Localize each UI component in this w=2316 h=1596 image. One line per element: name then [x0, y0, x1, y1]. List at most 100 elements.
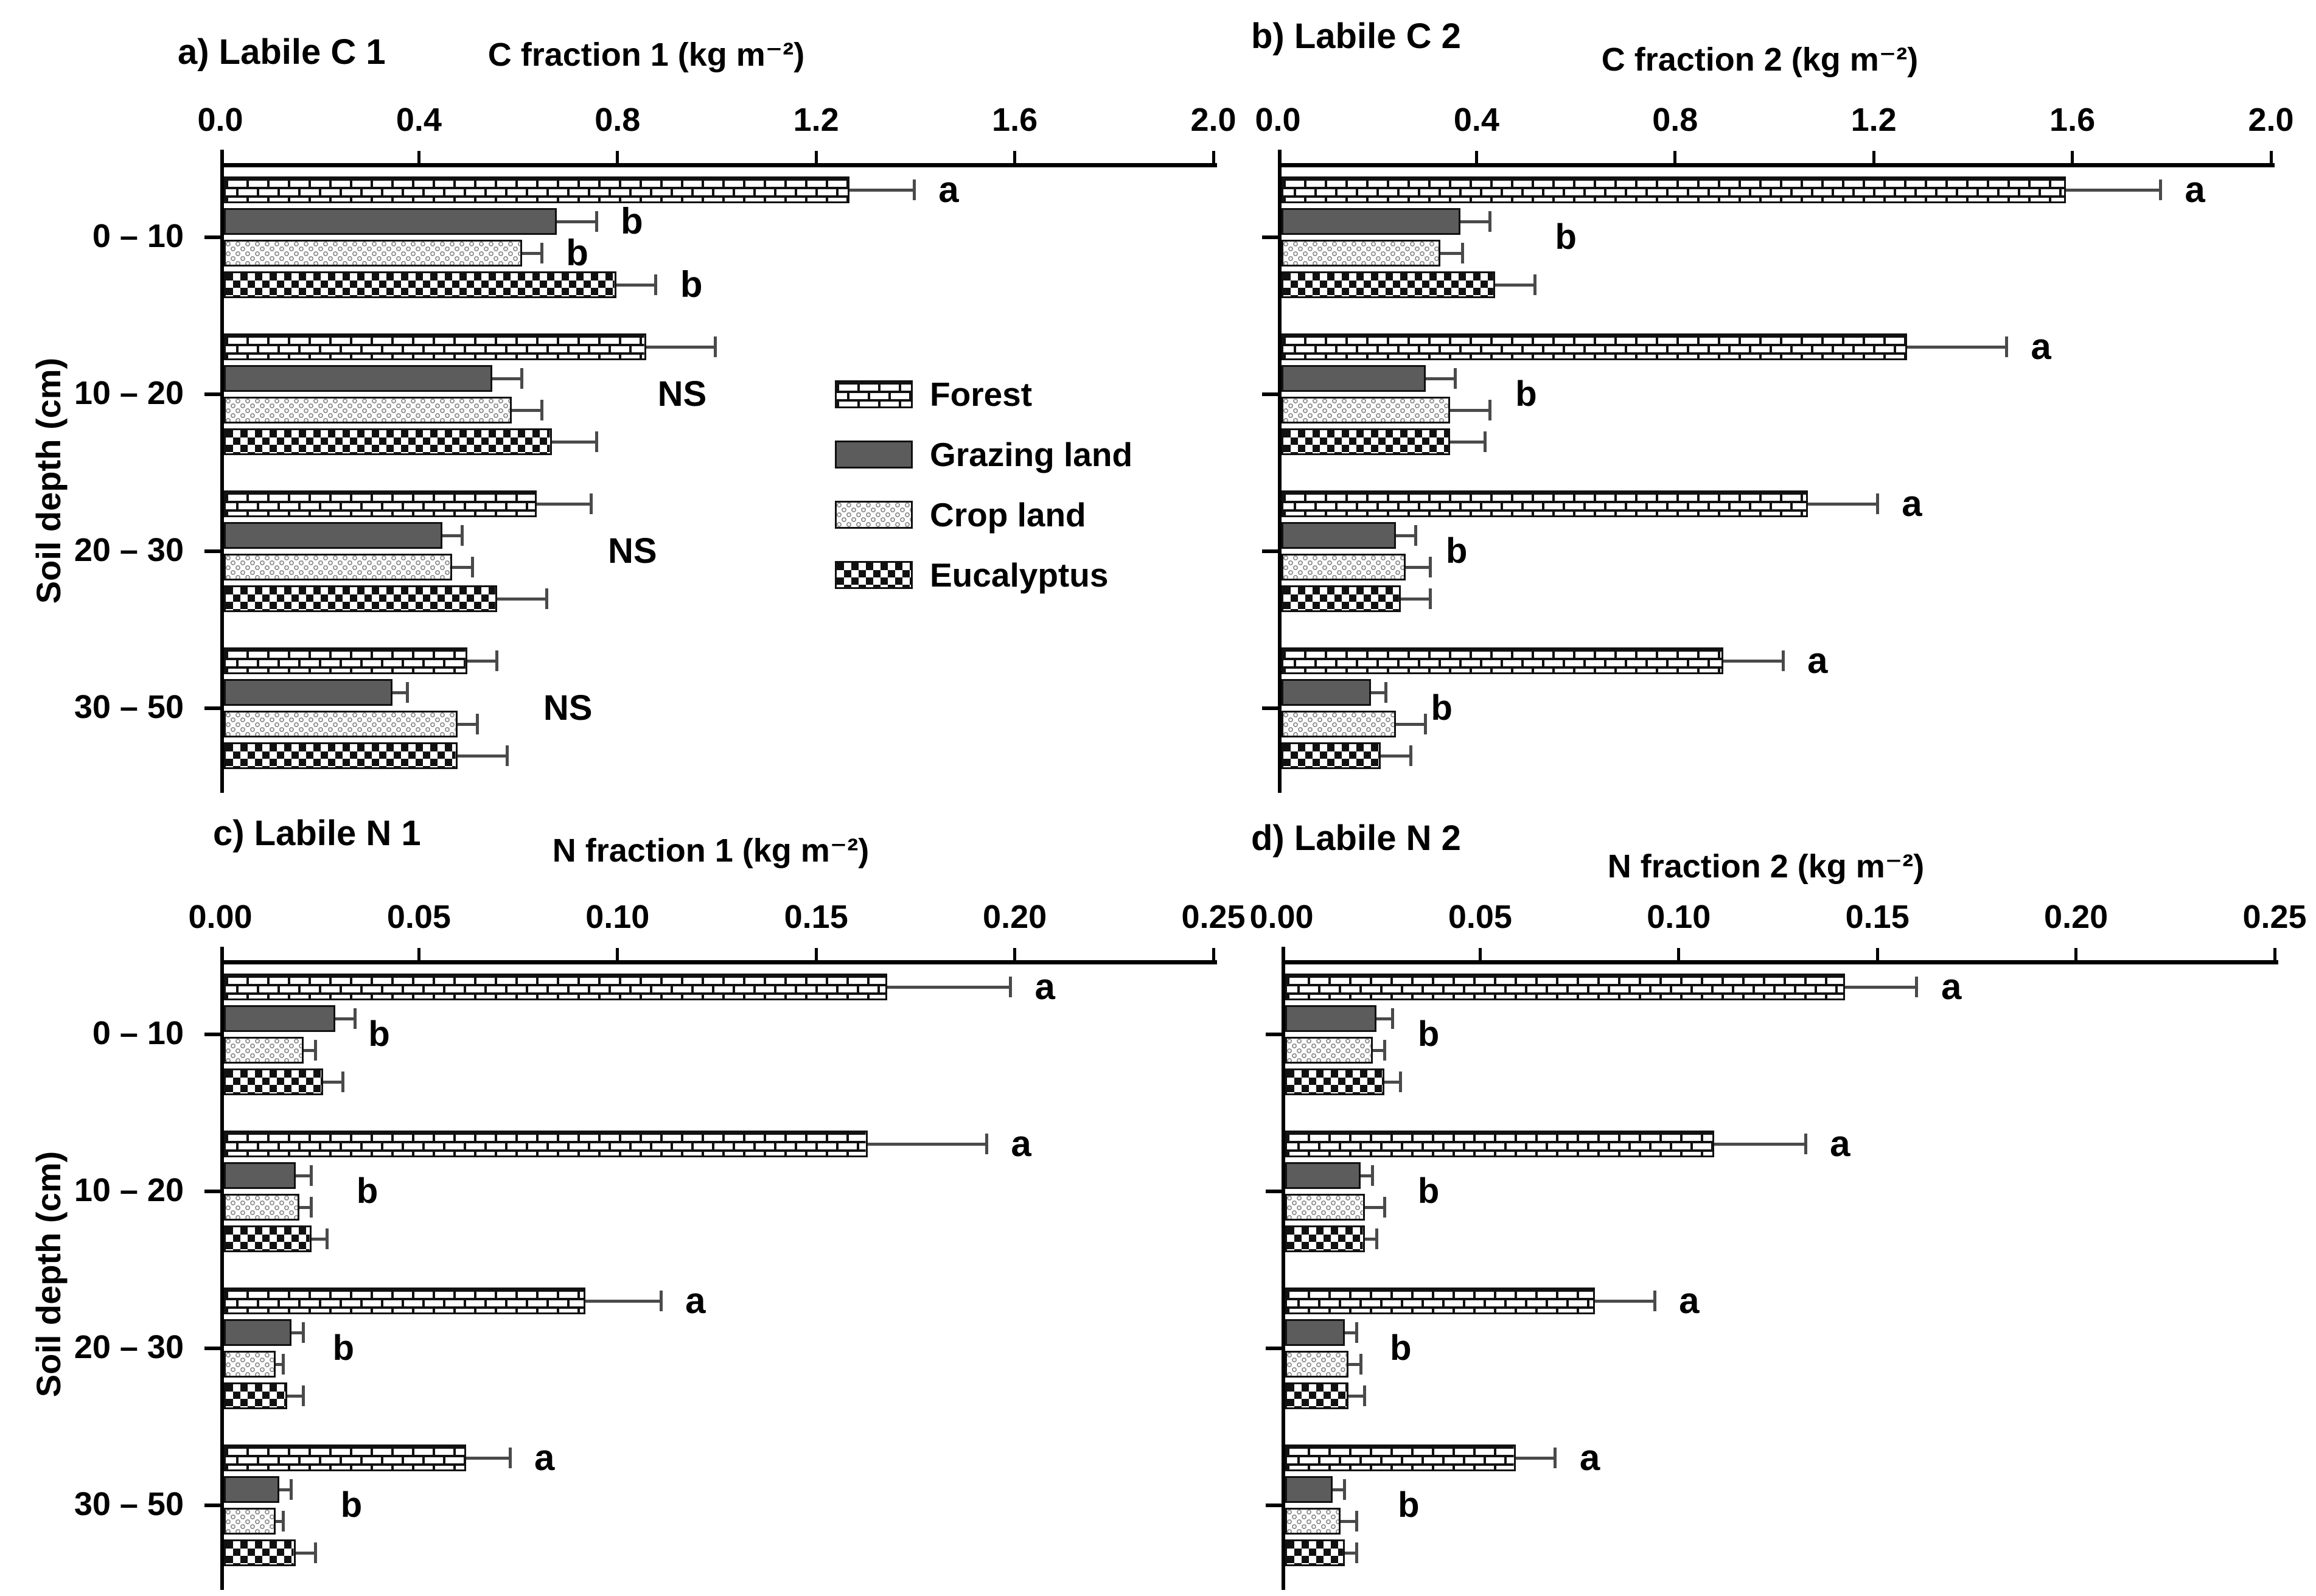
error-bar-cap — [1488, 211, 1492, 232]
error-bar-cap — [495, 650, 499, 671]
group-significance-note: b — [1417, 1171, 1440, 1211]
panel-d-xaxis-label: N fraction 2 (kg m⁻²) — [1607, 848, 1925, 885]
depth-axis-tick — [204, 1347, 220, 1350]
depth-axis-tick — [1262, 392, 1278, 396]
panel-c-title: c) Labile N 1 — [213, 814, 421, 853]
error-bar-cap — [1355, 1322, 1358, 1343]
x-tick-label: 0.05 — [1448, 899, 1512, 935]
error-bar-cap — [540, 400, 543, 420]
y-axis-line — [1278, 150, 1282, 793]
x-tick-label: 0.8 — [595, 102, 641, 138]
significance-letter: a — [1941, 966, 1962, 1007]
error-bar-line — [1348, 1394, 1365, 1398]
x-tick-label: 0.4 — [396, 102, 442, 138]
x-axis-tick — [2071, 151, 2074, 163]
bar-forest — [1282, 333, 1908, 360]
depth-axis-tick — [1266, 1347, 1282, 1350]
error-bar-cap — [505, 745, 509, 766]
error-bar-cap — [310, 1197, 313, 1218]
error-bar-line — [492, 377, 522, 380]
bar-grazing-land — [224, 1319, 291, 1346]
error-bar-cap — [353, 1008, 357, 1029]
x-tick-label: 1.2 — [1850, 102, 1897, 138]
panel-b-xaxis-label: C fraction 2 (kg m⁻²) — [1601, 41, 1919, 78]
x-tick-label: 0.4 — [1453, 102, 1499, 138]
group-significance-note: b — [356, 1171, 378, 1211]
bar-eucalyptus — [1282, 271, 1495, 298]
error-bar-line — [1344, 1331, 1357, 1334]
bar-grazing-land — [1282, 522, 1396, 549]
x-tick-label: 0.20 — [2044, 899, 2108, 935]
x-tick-label: 0.10 — [585, 899, 650, 935]
x-axis-tick — [417, 948, 420, 960]
bar-crop-land — [1285, 1037, 1373, 1064]
significance-letter: a — [938, 169, 959, 210]
depth-label: 30 – 50 — [74, 689, 184, 725]
bar-crop-land — [224, 711, 458, 737]
error-bar-line — [1376, 1017, 1393, 1020]
error-bar-cap — [520, 368, 524, 389]
error-bar-cap — [1484, 431, 1487, 452]
error-bar-cap — [1355, 1511, 1358, 1532]
x-tick-label: 0.15 — [1845, 899, 1910, 935]
x-axis-tick — [1013, 948, 1017, 960]
error-bar-cap — [1363, 1385, 1367, 1406]
error-bar-cap — [1009, 977, 1013, 997]
significance-letter: a — [2185, 169, 2205, 210]
x-tick-label: 0.15 — [784, 899, 848, 935]
significance-letter: a — [2031, 326, 2051, 367]
panel-c-xaxis-label: N fraction 1 (kg m⁻²) — [552, 832, 870, 869]
error-bar-cap — [1653, 1291, 1656, 1311]
legend-label: Eucalyptus — [930, 556, 1109, 594]
error-bar-cap — [1454, 368, 1457, 389]
depth-label: 0 – 10 — [92, 1015, 184, 1051]
error-bar-cap — [1554, 1448, 1557, 1468]
significance-letter: a — [1902, 483, 1922, 524]
group-significance-note: NS — [607, 531, 657, 571]
error-bar-line — [1440, 251, 1463, 255]
bar-forest — [1282, 647, 1724, 674]
bar-forest — [224, 1131, 868, 1157]
depth-label: 10 – 20 — [74, 1172, 184, 1208]
error-bar-cap — [290, 1479, 293, 1500]
bar-crop-land — [1282, 711, 1396, 737]
error-bar-cap — [1915, 977, 1919, 997]
error-bar-line — [1341, 1519, 1357, 1523]
bar-crop-land — [224, 554, 453, 580]
x-axis-tick — [1673, 151, 1677, 163]
bar-crop-land — [224, 240, 522, 267]
group-significance-note: b — [332, 1328, 355, 1368]
error-bar-line — [849, 188, 915, 192]
group-significance-note: b — [1398, 1485, 1420, 1525]
bar-crop-land — [1285, 1351, 1349, 1378]
depth-label: 0 – 10 — [92, 218, 184, 254]
group-significance-note: b — [1515, 374, 1537, 414]
x-axis-tick — [2273, 948, 2276, 960]
significance-letter: b — [566, 232, 588, 273]
error-bar-line — [1372, 1048, 1385, 1052]
error-bar-line — [1333, 1488, 1345, 1491]
error-bar-cap — [313, 1542, 317, 1563]
error-bar-cap — [2004, 336, 2008, 357]
bar-forest — [224, 647, 467, 674]
error-bar-line — [1907, 345, 2007, 349]
error-bar-cap — [302, 1385, 305, 1406]
depth-axis-tick — [1262, 549, 1278, 553]
bar-eucalyptus — [1285, 1382, 1349, 1409]
bar-forest — [1285, 1444, 1516, 1471]
x-tick-label: 0.25 — [2242, 899, 2307, 935]
panel-a-xaxis-label: C fraction 1 (kg m⁻²) — [487, 37, 805, 73]
depth-axis-tick — [204, 1033, 220, 1036]
error-bar-cap — [1424, 714, 1428, 734]
error-bar-line — [1395, 722, 1426, 726]
error-bar-cap — [326, 1228, 329, 1249]
bar-crop-land — [224, 1194, 300, 1221]
x-tick-label: 0.20 — [983, 899, 1047, 935]
bar-grazing-land — [1282, 365, 1426, 392]
error-bar-line — [1515, 1456, 1555, 1460]
error-bar-line — [466, 1456, 510, 1460]
error-bar-cap — [1429, 588, 1432, 609]
error-bar-cap — [406, 682, 410, 703]
error-bar-line — [1807, 502, 1878, 506]
bar-grazing-land — [1285, 1319, 1345, 1346]
